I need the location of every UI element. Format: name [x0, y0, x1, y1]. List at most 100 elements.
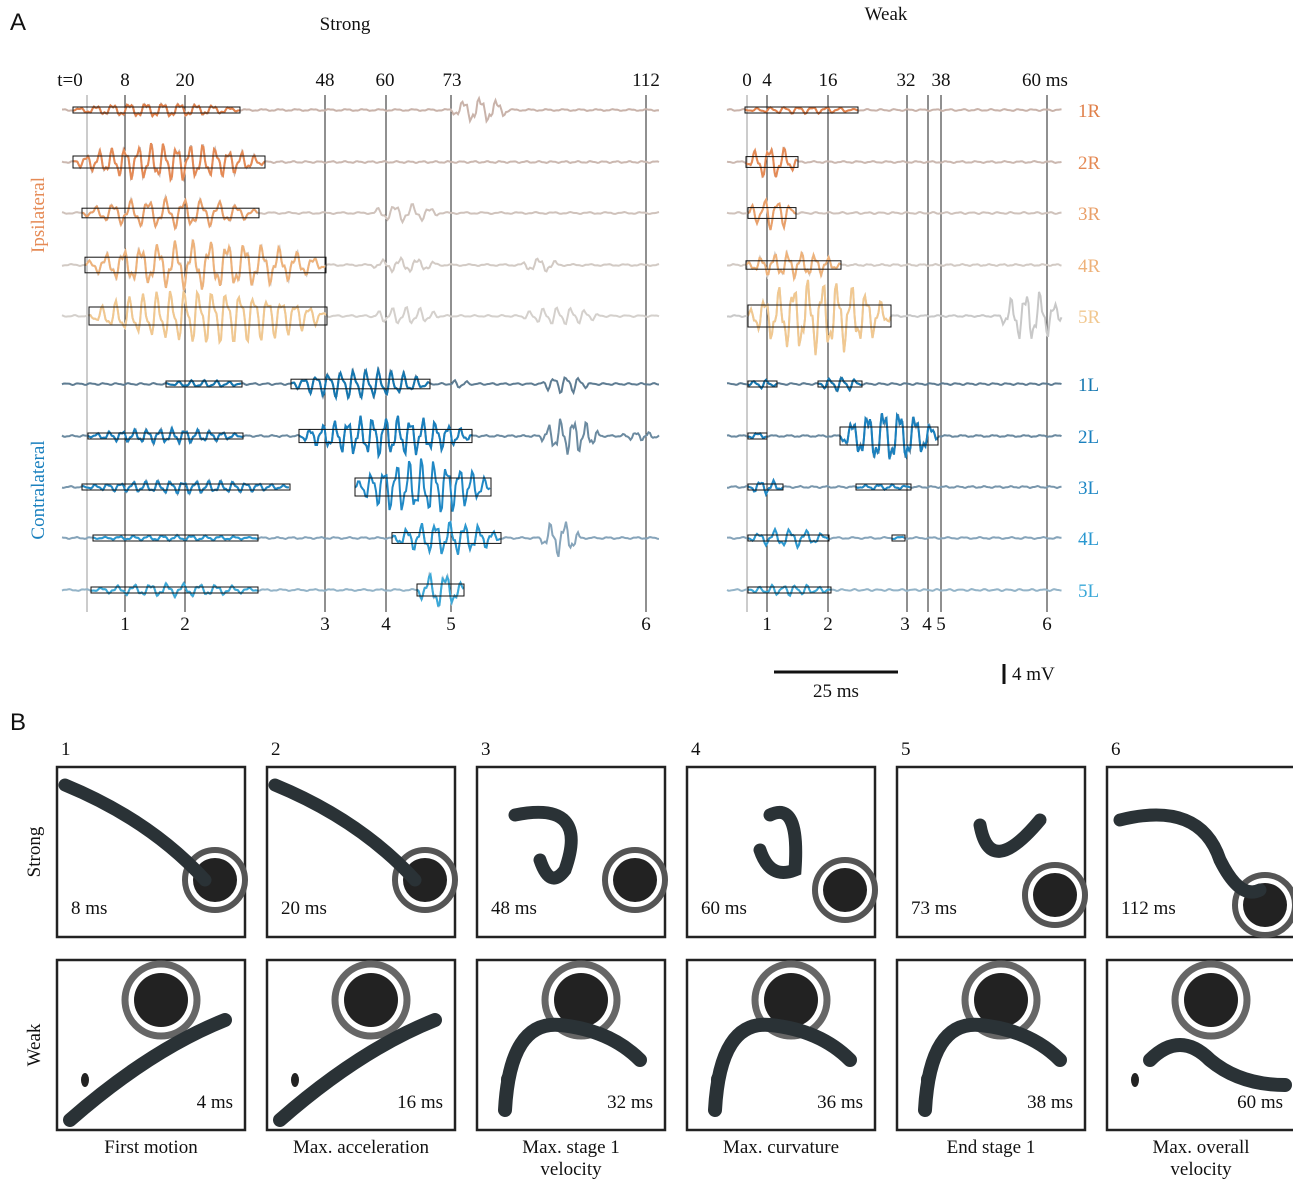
- group-label: Ipsilateral: [28, 177, 49, 253]
- channel-label: 5R: [1078, 307, 1101, 328]
- frame-label: 2: [180, 614, 190, 635]
- frame-label: 6: [641, 614, 651, 635]
- frame-number: 4: [691, 739, 701, 760]
- emg-burst: [748, 433, 766, 438]
- frame-number: 6: [1111, 739, 1121, 760]
- speck: [81, 1073, 89, 1087]
- time-label: 60 ms: [701, 898, 747, 919]
- emg-burst: [892, 537, 904, 539]
- caption-line: Max. stage 1: [522, 1137, 620, 1158]
- time-label: 38: [932, 70, 951, 91]
- frame-label: 6: [1042, 614, 1052, 635]
- caption: End stage 1: [947, 1137, 1036, 1158]
- caption: Max. overallvelocity: [1152, 1137, 1249, 1180]
- frame-number: 1: [61, 739, 71, 760]
- time-label: 38 ms: [1027, 1092, 1073, 1113]
- channel-label: 3L: [1078, 478, 1099, 499]
- time-label: 60 ms: [1022, 70, 1068, 91]
- time-label: 32: [897, 70, 916, 91]
- time-scale-label: 25 ms: [813, 681, 859, 702]
- weak-title: Weak: [865, 4, 908, 25]
- emg-burst: [73, 104, 240, 116]
- emg-burst: [746, 148, 797, 177]
- emg-burst: [748, 280, 891, 355]
- time-label: 48: [316, 70, 335, 91]
- frame-number: 3: [481, 739, 491, 760]
- caption: First motion: [104, 1137, 198, 1158]
- time-label: 16 ms: [397, 1092, 443, 1113]
- caption-line: velocity: [1170, 1159, 1232, 1180]
- time-label: 8 ms: [71, 898, 107, 919]
- time-label: 48 ms: [491, 898, 537, 919]
- ball: [823, 868, 867, 912]
- emg-burst: [355, 459, 490, 512]
- time-label: 73 ms: [911, 898, 957, 919]
- strong-title: Strong: [320, 14, 371, 35]
- row-label: Weak: [24, 1023, 45, 1066]
- emg-burst: [748, 200, 796, 230]
- frame-label: 4: [381, 614, 391, 635]
- emg-burst: [818, 378, 862, 391]
- figure: A Strong Weak Ipsilateral Contralateral …: [0, 0, 1293, 1183]
- emg-burst: [88, 428, 243, 443]
- speck: [291, 1073, 299, 1087]
- emg-burst: [82, 198, 258, 228]
- time-label: 112: [632, 70, 660, 91]
- time-label: 16: [819, 70, 838, 91]
- frame-number: 2: [271, 739, 281, 760]
- time-label: t=0: [57, 70, 83, 91]
- frame-label: 3: [320, 614, 330, 635]
- caption-line: velocity: [540, 1159, 602, 1180]
- frame-label: 2: [823, 614, 833, 635]
- channel-label: 1L: [1078, 375, 1099, 396]
- frame-label: 1: [762, 614, 772, 635]
- channel-label: 3R: [1078, 204, 1101, 225]
- time-label: 0: [742, 70, 752, 91]
- emg-burst: [417, 575, 464, 606]
- emg-burst: [856, 484, 910, 489]
- frame-label: 1: [120, 614, 130, 635]
- channel-label: 1R: [1078, 101, 1101, 122]
- emg-burst: [73, 143, 265, 180]
- channel-label: 2L: [1078, 427, 1099, 448]
- speck: [1131, 1073, 1139, 1087]
- frame-number: 5: [901, 739, 911, 760]
- ball: [1033, 873, 1077, 917]
- time-label: 20: [176, 70, 195, 91]
- channel-label: 4L: [1078, 529, 1099, 550]
- row-label: Strong: [24, 826, 45, 877]
- frame-label: 5: [446, 614, 456, 635]
- time-label: 60: [376, 70, 395, 91]
- time-label: 112 ms: [1121, 898, 1176, 919]
- channel-label: 5L: [1078, 581, 1099, 602]
- panel-label: B: [10, 709, 26, 736]
- group-label: Contralateral: [28, 440, 49, 539]
- emg-trace: [62, 98, 659, 121]
- ball: [1184, 973, 1238, 1027]
- channel-label: 2R: [1078, 153, 1101, 174]
- emg-trace: [727, 280, 1062, 355]
- frame-label: 4: [922, 614, 932, 635]
- emg-burst: [93, 535, 258, 541]
- caption: Max. stage 1velocity: [522, 1137, 620, 1180]
- time-label: 36 ms: [817, 1092, 863, 1113]
- time-label: 32 ms: [607, 1092, 653, 1113]
- ball: [344, 973, 398, 1027]
- time-label: 8: [120, 70, 130, 91]
- caption: Max. acceleration: [293, 1137, 430, 1158]
- frame-label: 5: [936, 614, 946, 635]
- voltage-scale-label: 4 mV: [1012, 664, 1055, 685]
- emg-trace: [62, 241, 659, 289]
- panel-label: A: [10, 9, 26, 36]
- time-label: 73: [443, 70, 462, 91]
- emg-burst: [748, 529, 829, 547]
- ball: [134, 973, 188, 1027]
- time-label: 20 ms: [281, 898, 327, 919]
- emg-burst: [748, 480, 783, 494]
- ball: [613, 858, 657, 902]
- frame-label: 3: [900, 614, 910, 635]
- emg-burst: [392, 522, 500, 554]
- channel-label: 4R: [1078, 256, 1101, 277]
- time-label: 4: [762, 70, 772, 91]
- emg-burst: [91, 583, 258, 597]
